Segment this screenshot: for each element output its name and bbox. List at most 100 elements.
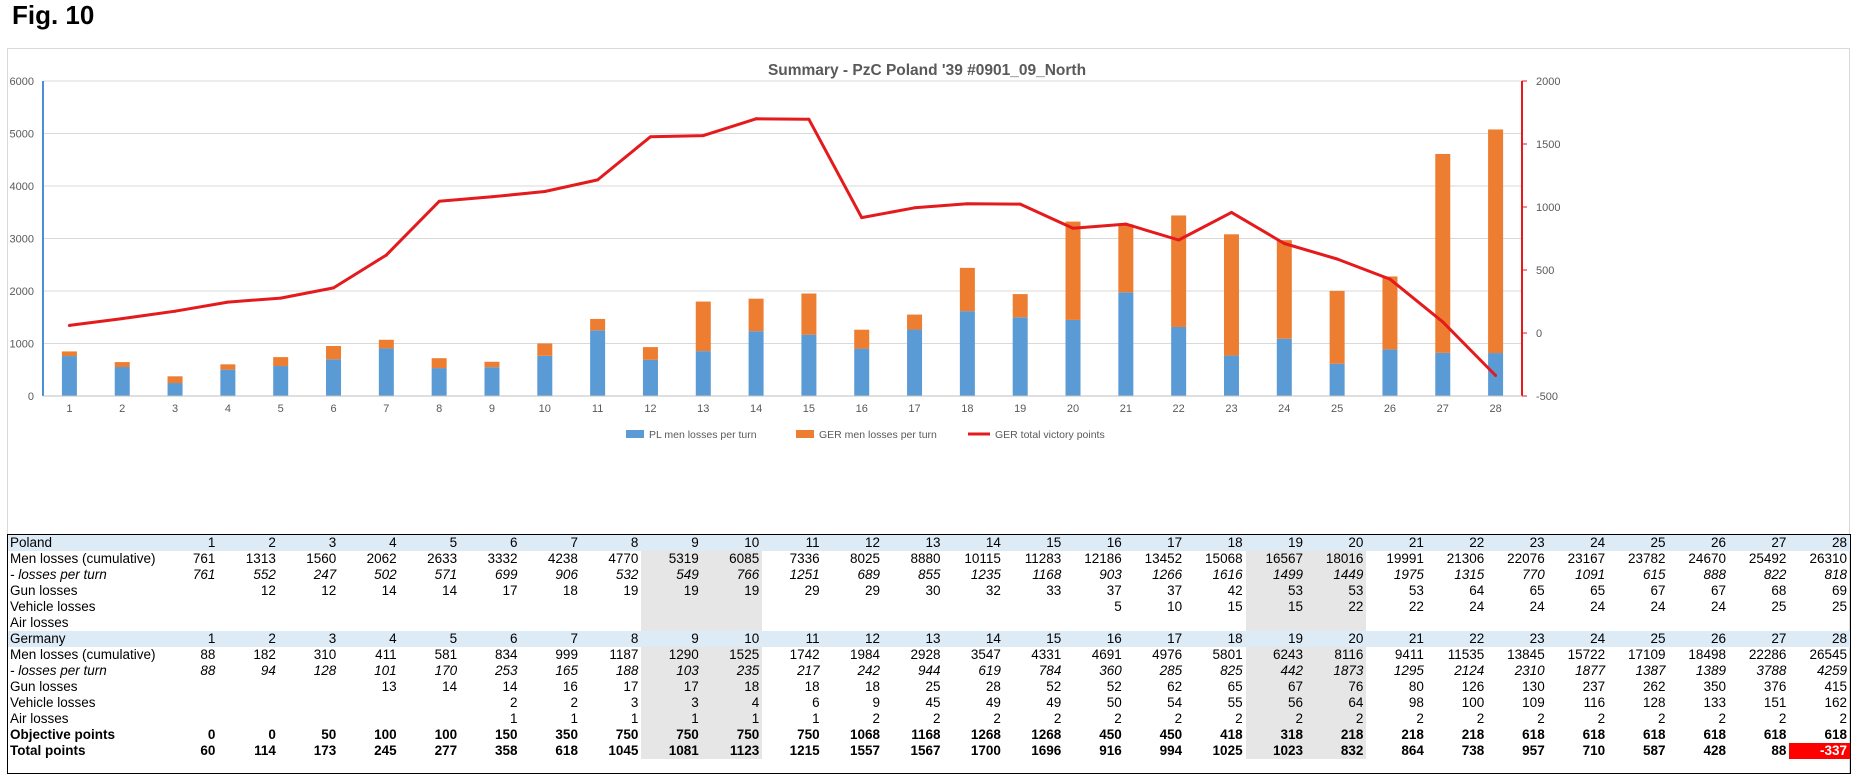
table-cell: 16567 (1245, 551, 1307, 567)
table-cell: 23782 (1628, 551, 1666, 566)
point-ger-victory-points (120, 317, 124, 321)
table-cell: 24 (1710, 599, 1726, 614)
table-cell: 247 (313, 567, 337, 582)
table-row: - losses per turn 761 552 247 502 571 699 906 53… (8, 567, 1850, 583)
bar-pl-men-losses (907, 329, 923, 396)
bar-ger-men-losses (748, 298, 764, 332)
y-left-tick-label: 3000 (10, 234, 34, 246)
bar-ger-men-losses (431, 358, 447, 369)
x-tick-label: 10 (539, 403, 551, 415)
table-cell: 64 (1469, 583, 1485, 598)
table-cell: 2 (218, 631, 279, 647)
row-label: Germany (8, 631, 158, 647)
table-cell: 618 (1763, 727, 1787, 742)
table-cell: 28 (985, 679, 1001, 694)
combo-chart: 0 1000 2000 3000 4000 5000 6000 -500 0 500 1000 150… (10, 62, 1561, 441)
table-cell: 9 (872, 695, 881, 710)
bar-ger-men-losses (1435, 153, 1451, 353)
bar-ger-men-losses (1329, 290, 1345, 364)
table-cell: 1268 (970, 727, 1001, 742)
table-cell: 245 (374, 743, 397, 758)
bar-pl-men-losses (748, 331, 764, 396)
table-cell: 1023 (1245, 743, 1307, 759)
table-cell: 766 (701, 567, 763, 583)
table-cell: 103 (641, 663, 702, 679)
table-cell: 4691 (1091, 647, 1122, 662)
table-cell: 2 (1245, 711, 1307, 727)
point-ger-victory-points (860, 216, 864, 220)
table-cell: 19 (641, 583, 702, 599)
table-cell: 170 (434, 663, 458, 678)
bar-ger-men-losses (642, 347, 658, 360)
table-cell: 1251 (789, 567, 820, 582)
bar-pl-men-losses (167, 383, 183, 396)
point-ger-victory-points (543, 190, 547, 194)
table-cell: 834 (495, 647, 518, 662)
legend-swatch (796, 430, 814, 438)
table-cell: 50 (1106, 695, 1122, 710)
table-cell: 1091 (1575, 567, 1606, 582)
bar-pl-men-losses (1223, 355, 1239, 396)
table-cell: 770 (1522, 567, 1545, 582)
row-label: - losses per turn (10, 567, 107, 582)
table-cell: 1266 (1152, 567, 1183, 582)
table-cell: 8880 (910, 551, 941, 566)
bar-pl-men-losses (326, 359, 342, 396)
table-cell: 903 (1099, 567, 1122, 582)
table-cell (701, 599, 763, 615)
table-row: Air losses (8, 615, 1850, 631)
table-cell: 16 (562, 679, 578, 694)
table-cell: 415 (1824, 679, 1847, 694)
table-cell: 1557 (850, 743, 881, 758)
table-cell: 2 (570, 695, 578, 710)
table-cell: 18 (865, 679, 881, 694)
bar-ger-men-losses (854, 329, 870, 349)
bar-ger-men-losses (1276, 240, 1292, 339)
x-tick-label: 22 (1173, 403, 1185, 415)
table-cell: 15722 (1567, 647, 1606, 662)
table-cell: 37 (1167, 583, 1183, 598)
table-cell: 360 (1099, 663, 1122, 678)
table-cell (1185, 615, 1245, 631)
table-cell: 552 (253, 567, 276, 582)
table-cell: 50 (321, 727, 337, 742)
table-row: Total points 60 114 173 245 277 358 618 1045 1081… (8, 743, 1850, 759)
table-cell: 750 (641, 727, 702, 743)
table-cell: 2 (218, 535, 279, 551)
table-cell: 49 (1046, 695, 1062, 710)
table-cell: 2 (993, 711, 1001, 726)
table-cell (823, 615, 883, 631)
x-tick-label: 28 (1489, 403, 1501, 415)
bar-pl-men-losses (695, 351, 711, 396)
table-cell: 14 (381, 583, 397, 598)
table-cell: 13 (883, 631, 944, 647)
point-ger-victory-points (437, 199, 441, 203)
table-cell: 5801 (1212, 647, 1243, 662)
y-right-tick-label: 1000 (1536, 202, 1560, 214)
table-cell: 13452 (1144, 551, 1183, 566)
table-cell: 21 (1366, 535, 1427, 551)
table-cell: 19 (701, 583, 763, 599)
table-cell: 4331 (1031, 647, 1062, 662)
table-cell: 3 (278, 535, 340, 551)
table-cell: 0 (207, 727, 216, 742)
table-cell: 24 (1590, 599, 1606, 614)
table-cell: 761 (192, 567, 216, 582)
bar-pl-men-losses (1329, 363, 1345, 396)
table-cell: 994 (1159, 743, 1183, 758)
point-ger-victory-points (965, 202, 969, 206)
bar-ger-men-losses (220, 364, 236, 370)
table-cell (1306, 615, 1367, 631)
table-cell: 2 (1476, 711, 1485, 726)
table-cell: 24 (1650, 599, 1666, 614)
table-cell: 2124 (1454, 663, 1485, 678)
table-cell: 549 (641, 567, 702, 583)
table-cell: 11 (762, 535, 823, 551)
table-cell: 18 (1185, 631, 1246, 647)
table-cell: 618 (1824, 727, 1847, 742)
table-cell: 25 (1771, 599, 1787, 614)
table-cell: 12 (260, 583, 276, 598)
table-cell: 1268 (1031, 727, 1062, 742)
legend-label: PL men losses per turn (649, 429, 757, 441)
bar-pl-men-losses (1435, 352, 1451, 396)
